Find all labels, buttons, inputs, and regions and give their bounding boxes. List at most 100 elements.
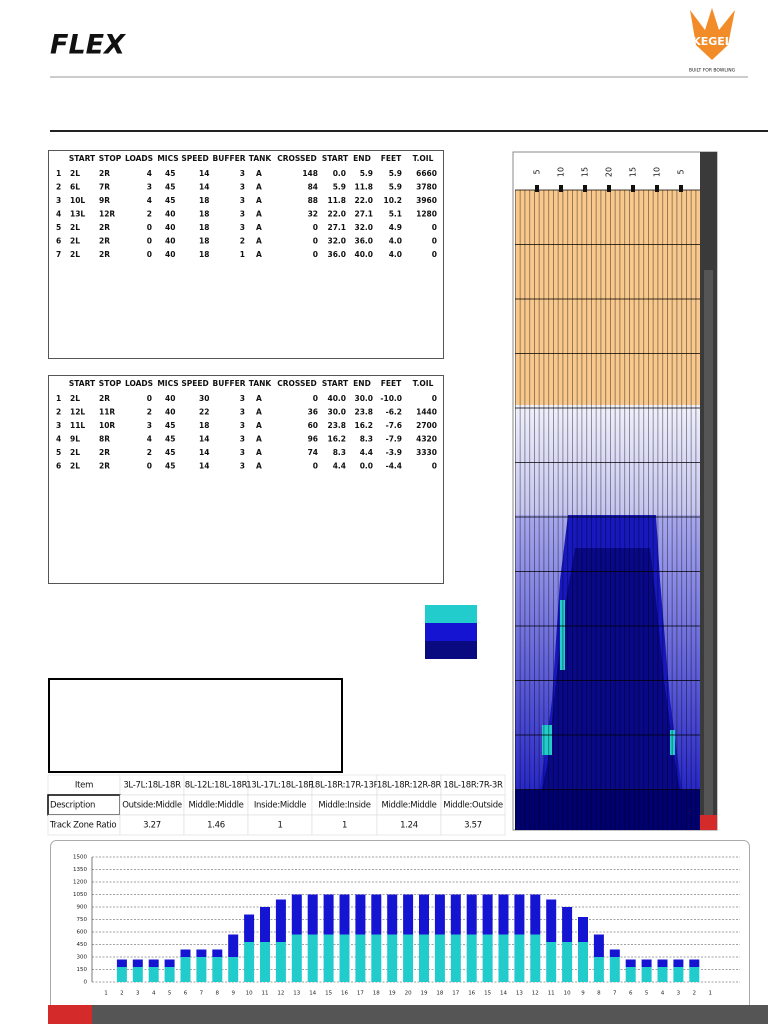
table-cell: 2 bbox=[240, 237, 245, 246]
bar-segment bbox=[371, 894, 382, 935]
board-label: 20 bbox=[605, 167, 614, 177]
bar-segment bbox=[641, 967, 652, 982]
table-cell: 36.0 bbox=[354, 237, 373, 246]
table-cell: 2R bbox=[99, 448, 110, 457]
table-cell: 12R bbox=[99, 210, 115, 219]
table-cell: 1 bbox=[277, 821, 282, 831]
table-cell: 18 bbox=[199, 421, 209, 430]
x-tick-label: 15 bbox=[325, 991, 332, 997]
table-cell: 40.0 bbox=[354, 250, 373, 259]
column-header: START bbox=[322, 154, 349, 163]
table-cell: 14 bbox=[199, 462, 209, 471]
column-header: STOP bbox=[99, 379, 122, 388]
table-cell: 9L bbox=[70, 435, 80, 444]
table-cell: 16.2 bbox=[354, 421, 373, 430]
column-header: CROSSED bbox=[277, 379, 316, 388]
table-cell: 0 bbox=[432, 237, 437, 246]
table-cell: -7.9 bbox=[386, 435, 402, 444]
bar-segment bbox=[498, 894, 509, 935]
board-arrow bbox=[607, 185, 611, 192]
bar-segment bbox=[260, 907, 270, 942]
table-cell: 45 bbox=[165, 448, 175, 457]
bar-segment bbox=[164, 967, 175, 982]
table-cell: 4 bbox=[56, 210, 61, 219]
table-cell: 3330 bbox=[416, 448, 437, 457]
bar-segment bbox=[482, 934, 493, 982]
table-cell: 6 bbox=[56, 462, 61, 471]
table-cell: 18 bbox=[199, 250, 209, 259]
bar-segment bbox=[355, 894, 366, 935]
table-cell: 3L-7L:18L-18R bbox=[123, 781, 181, 791]
table-cell: 32.0 bbox=[354, 223, 373, 232]
table-cell: A bbox=[256, 183, 262, 192]
kegel-emblem bbox=[690, 8, 735, 60]
table-cell: 2R bbox=[99, 237, 110, 246]
table-cell: 0 bbox=[147, 462, 152, 471]
table-cell: 2R bbox=[99, 223, 110, 232]
table-cell: 6660 bbox=[416, 169, 437, 178]
bar-segment bbox=[307, 934, 318, 982]
table-cell: 0 bbox=[432, 462, 437, 471]
bar-segment bbox=[419, 934, 429, 982]
bar-segment bbox=[180, 949, 191, 957]
table-cell: 40 bbox=[165, 250, 175, 259]
x-tick-label: 19 bbox=[389, 991, 396, 997]
table-cell: 4 bbox=[147, 169, 152, 178]
table-cell: 8R bbox=[99, 435, 110, 444]
table-cell: 0 bbox=[147, 237, 152, 246]
column-header: T.OIL bbox=[413, 379, 434, 388]
column-header: LOADS bbox=[125, 379, 153, 388]
bar-segment bbox=[562, 942, 573, 982]
board-label: 15 bbox=[581, 167, 590, 177]
bar-segment bbox=[514, 934, 525, 982]
table-cell: 0 bbox=[147, 250, 152, 259]
table-cell: 3 bbox=[240, 169, 245, 178]
table-cell: 3 bbox=[240, 210, 245, 219]
bar-segment bbox=[609, 957, 620, 982]
table-cell: 22.0 bbox=[327, 210, 346, 219]
y-tick-label: 750 bbox=[77, 917, 88, 923]
table-cell: 40 bbox=[165, 210, 175, 219]
bar-segment bbox=[244, 914, 255, 942]
table-cell: 4.9 bbox=[389, 223, 402, 232]
table-cell: 1 bbox=[342, 821, 347, 831]
bar-segment bbox=[244, 942, 255, 982]
table-cell: 45 bbox=[165, 421, 175, 430]
column-header: BUFFER bbox=[213, 154, 246, 163]
kegel-tagline: BUILT FOR BOWLING bbox=[689, 68, 736, 74]
x-tick-label: 6 bbox=[629, 991, 633, 997]
table-cell: 2L bbox=[70, 169, 80, 178]
column-header: TANK bbox=[249, 379, 273, 388]
table-cell: 40 bbox=[165, 223, 175, 232]
table-cell: 2 bbox=[147, 448, 152, 457]
table-cell: 18 bbox=[199, 210, 209, 219]
board-label: 10 bbox=[557, 167, 566, 177]
board-label: 15 bbox=[629, 167, 638, 177]
table-cell: 2R bbox=[99, 250, 110, 259]
table-cell: 22 bbox=[199, 408, 209, 417]
table-cell: 10R bbox=[99, 421, 115, 430]
table-cell: 11L bbox=[70, 421, 85, 430]
bar-segment bbox=[657, 959, 668, 967]
table-cell: 10.2 bbox=[383, 196, 402, 205]
table-cell: 3 bbox=[240, 435, 245, 444]
table-cell: 0.0 bbox=[333, 169, 346, 178]
table-cell: 5.9 bbox=[389, 183, 402, 192]
table-cell: 60 bbox=[308, 421, 318, 430]
bar-segment bbox=[339, 894, 350, 935]
x-tick-label: 13 bbox=[516, 991, 523, 997]
bar-segment bbox=[196, 949, 207, 957]
bar-segment bbox=[212, 949, 223, 957]
table-cell: 4.4 bbox=[360, 448, 373, 457]
bar-segment bbox=[530, 934, 541, 982]
table-cell: 2R bbox=[99, 394, 110, 403]
table-cell: 5.9 bbox=[389, 169, 402, 178]
column-header: END bbox=[353, 379, 371, 388]
kegel-brand: KEGEL bbox=[692, 35, 732, 48]
bar-segment bbox=[530, 894, 541, 935]
bar-segment bbox=[132, 967, 143, 982]
table-cell: A bbox=[256, 169, 262, 178]
table-cell: 45 bbox=[165, 435, 175, 444]
table-cell: 4320 bbox=[416, 435, 437, 444]
